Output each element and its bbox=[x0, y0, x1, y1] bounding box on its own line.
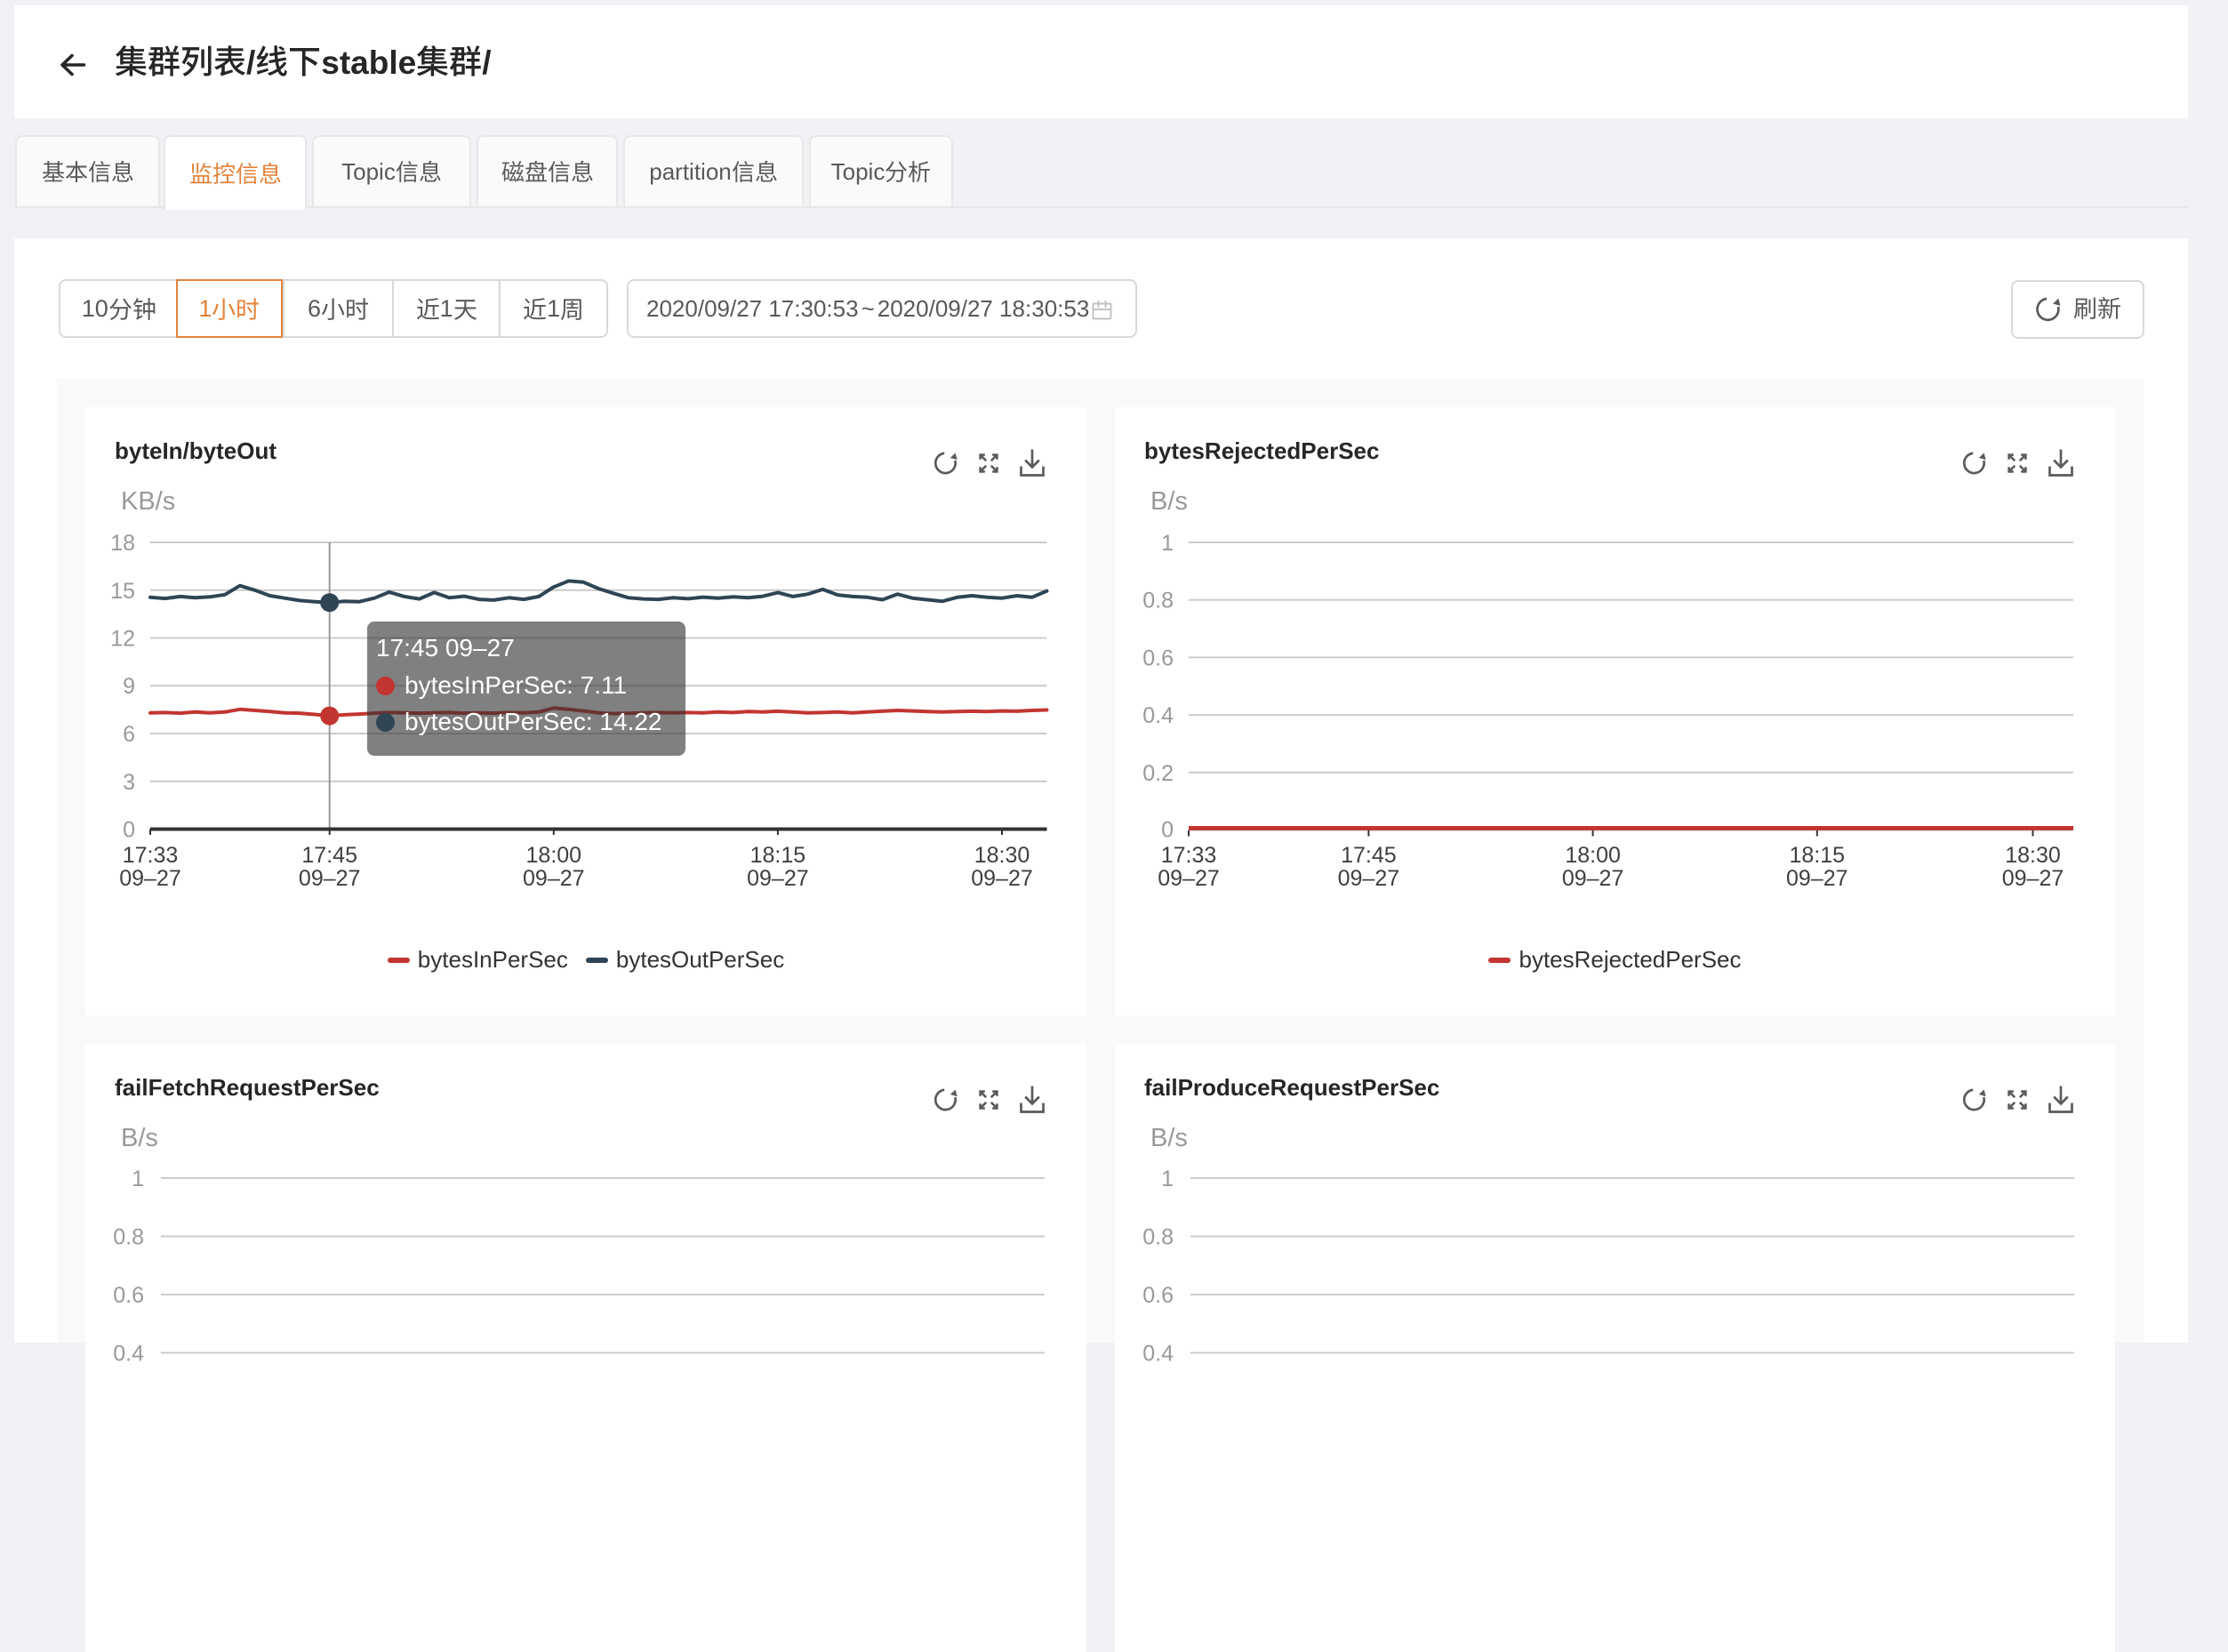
svg-text:0: 0 bbox=[1161, 818, 1174, 843]
svg-text:0.4: 0.4 bbox=[113, 1342, 144, 1367]
svg-text:09–27: 09–27 bbox=[523, 866, 585, 891]
svg-text:09–27: 09–27 bbox=[1562, 866, 1624, 891]
svg-text:0.4: 0.4 bbox=[1142, 1342, 1174, 1367]
svg-text:12: 12 bbox=[110, 627, 135, 652]
svg-text:09–27: 09–27 bbox=[119, 866, 181, 891]
svg-text:17:45: 17:45 bbox=[1341, 843, 1397, 868]
svg-text:09–27: 09–27 bbox=[1786, 866, 1848, 891]
svg-text:18:30: 18:30 bbox=[2005, 843, 2061, 868]
svg-text:17:45: 17:45 bbox=[301, 843, 357, 868]
svg-text:0.8: 0.8 bbox=[1142, 589, 1174, 613]
svg-text:18: 18 bbox=[110, 531, 135, 556]
svg-text:1: 1 bbox=[1161, 531, 1174, 556]
svg-text:09–27: 09–27 bbox=[299, 866, 361, 891]
svg-text:0.6: 0.6 bbox=[1142, 646, 1174, 670]
svg-text:18:30: 18:30 bbox=[974, 843, 1030, 868]
svg-text:09–27: 09–27 bbox=[1158, 866, 1220, 891]
svg-text:09–27: 09–27 bbox=[971, 866, 1033, 891]
svg-text:17:33: 17:33 bbox=[1161, 843, 1217, 868]
svg-text:0.4: 0.4 bbox=[1142, 703, 1174, 728]
svg-text:6: 6 bbox=[123, 722, 135, 747]
svg-text:0.2: 0.2 bbox=[1142, 761, 1174, 786]
svg-text:15: 15 bbox=[110, 579, 135, 604]
svg-text:9: 9 bbox=[123, 674, 135, 699]
svg-text:18:15: 18:15 bbox=[1790, 843, 1846, 868]
svg-text:18:00: 18:00 bbox=[1565, 843, 1621, 868]
svg-text:0.8: 0.8 bbox=[1142, 1225, 1174, 1250]
svg-text:1: 1 bbox=[1161, 1167, 1174, 1191]
svg-text:1: 1 bbox=[132, 1167, 144, 1191]
svg-text:0: 0 bbox=[123, 818, 135, 843]
svg-text:0.6: 0.6 bbox=[113, 1283, 144, 1308]
svg-text:18:15: 18:15 bbox=[750, 843, 806, 868]
svg-text:0.8: 0.8 bbox=[113, 1225, 144, 1250]
svg-text:09–27: 09–27 bbox=[747, 866, 809, 891]
svg-text:09–27: 09–27 bbox=[1338, 866, 1400, 891]
svg-text:17:33: 17:33 bbox=[123, 843, 179, 868]
svg-text:09–27: 09–27 bbox=[2002, 866, 2064, 891]
svg-text:18:00: 18:00 bbox=[526, 843, 582, 868]
svg-text:0.6: 0.6 bbox=[1142, 1283, 1174, 1308]
svg-text:3: 3 bbox=[123, 770, 135, 795]
